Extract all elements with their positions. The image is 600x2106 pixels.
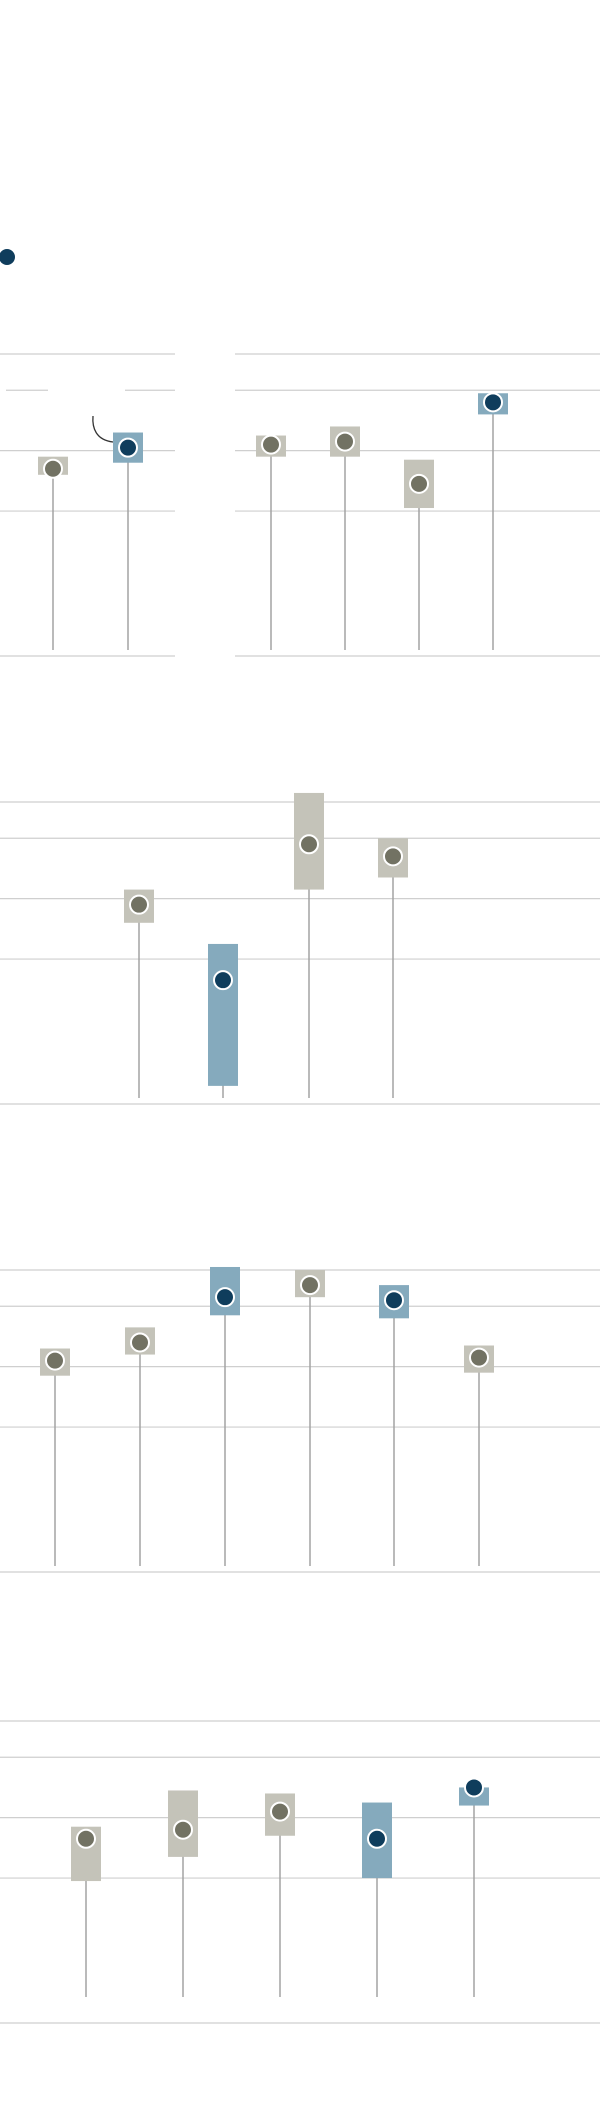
value-dot bbox=[43, 458, 63, 479]
value-dot bbox=[215, 1287, 235, 1308]
chart-panels bbox=[0, 353, 600, 2024]
value-dot bbox=[173, 1819, 193, 1840]
value-dot bbox=[383, 846, 403, 867]
legend-dot-marker bbox=[0, 249, 15, 265]
value-dot bbox=[464, 1777, 484, 1798]
range-bar bbox=[208, 943, 238, 1086]
value-dot bbox=[130, 1332, 150, 1353]
value-dot bbox=[261, 434, 281, 455]
panel-5 bbox=[0, 1720, 600, 2024]
value-dot bbox=[299, 834, 319, 855]
value-dot bbox=[213, 970, 233, 991]
value-dot bbox=[409, 473, 429, 494]
value-dot bbox=[367, 1828, 387, 1849]
value-dot bbox=[45, 1350, 65, 1371]
value-dot bbox=[335, 431, 355, 452]
panel-3 bbox=[0, 792, 600, 1105]
value-dot bbox=[469, 1347, 489, 1368]
value-dot bbox=[300, 1275, 320, 1296]
value-dot bbox=[118, 437, 138, 458]
value-dot bbox=[129, 894, 149, 915]
panel-4 bbox=[0, 1266, 600, 1573]
value-dot bbox=[270, 1801, 290, 1822]
annotation-connector-line bbox=[92, 415, 114, 443]
value-dot bbox=[483, 392, 503, 413]
panel-2 bbox=[235, 353, 600, 657]
panel-1 bbox=[0, 353, 175, 657]
value-dot bbox=[384, 1290, 404, 1311]
value-dot bbox=[76, 1828, 96, 1849]
